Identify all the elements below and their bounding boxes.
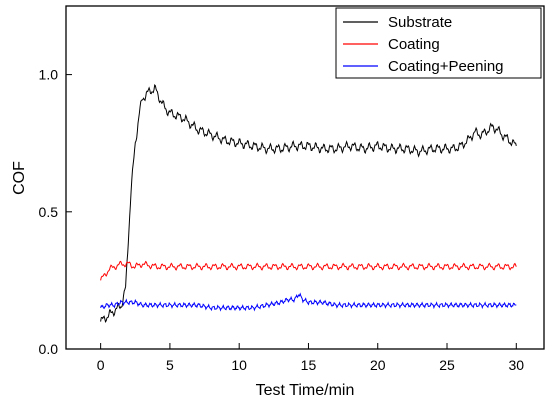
legend-label: Substrate	[388, 14, 452, 31]
x-tick-label: 25	[439, 357, 455, 373]
series-layer	[100, 84, 517, 323]
x-tick-label: 15	[301, 357, 317, 373]
x-tick-label: 0	[97, 357, 105, 373]
y-tick-label: 0.0	[39, 341, 59, 357]
x-tick-label: 20	[370, 357, 386, 373]
x-tick-label: 30	[509, 357, 525, 373]
series-line-coating	[100, 260, 517, 281]
legend-label: Coating	[388, 36, 440, 53]
series-line-substrate	[100, 84, 517, 323]
legend-label: Coating+Peening	[388, 58, 504, 75]
x-tick-label: 10	[231, 357, 247, 373]
y-axis-label: COF	[11, 161, 28, 195]
plot-frame	[65, 5, 545, 350]
legend: Substrate Coating Coating+Peening	[335, 7, 542, 79]
y-tick-label: 0.5	[39, 204, 59, 220]
y-axis-ticks: 0.0 0.5 1.0	[39, 67, 72, 357]
series-line-coating-peening	[100, 292, 517, 312]
x-tick-label: 5	[166, 357, 174, 373]
x-axis-label: Test Time/min	[256, 382, 355, 399]
y-tick-label: 1.0	[39, 67, 59, 83]
x-axis-ticks: 0 5 10 15 20 25 30	[97, 343, 525, 373]
